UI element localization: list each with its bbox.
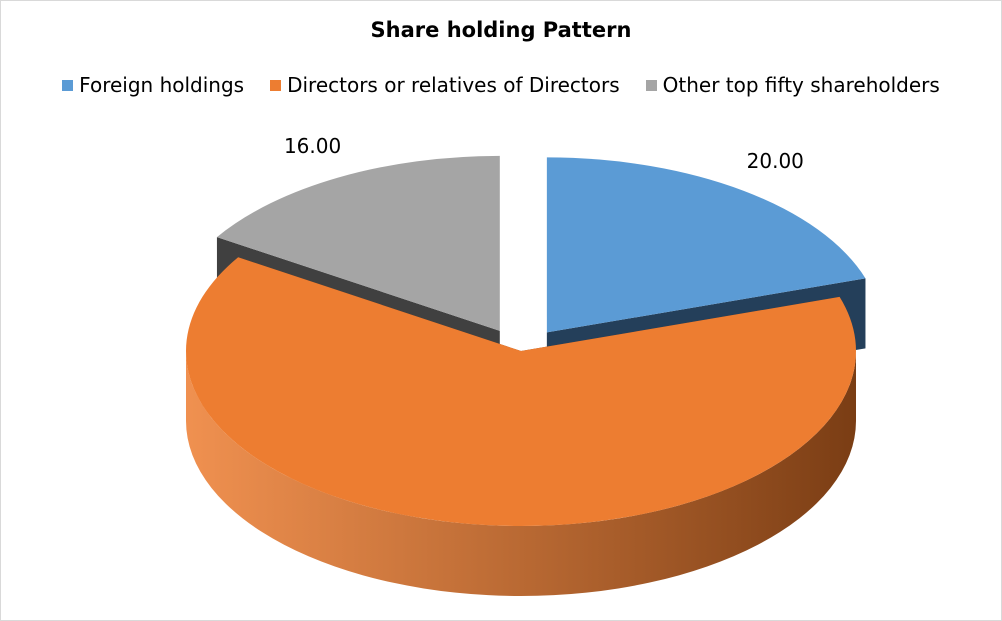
data-label-other-top-fifty-shareholders: 16.00 <box>284 134 341 158</box>
slice-top-foreign-holdings <box>546 157 866 333</box>
pie-tops <box>186 155 866 526</box>
legend-label-other-top-fifty: Other top fifty shareholders <box>662 73 940 97</box>
legend-label-foreign-holdings: Foreign holdings <box>79 73 245 97</box>
legend-item-directors: Directors or relatives of Directors <box>270 73 620 97</box>
legend-item-other-top-fifty: Other top fifty shareholders <box>645 73 940 97</box>
legend-item-foreign-holdings: Foreign holdings <box>62 73 244 97</box>
legend: Foreign holdings Directors or relatives … <box>1 73 1001 97</box>
chart-title: Share holding Pattern <box>370 18 632 42</box>
legend-swatch-foreign-holdings <box>62 79 74 91</box>
slice-top-other-top-fifty-shareholders <box>216 155 500 331</box>
data-label-foreign-holdings: 20.00 <box>747 149 804 173</box>
legend-swatch-other-top-fifty <box>645 79 657 91</box>
slice-top-directors-or-relatives-of-directors <box>186 257 857 526</box>
legend-swatch-directors <box>270 79 282 91</box>
slice-outer-wall-directors-or-relatives-of-directors <box>186 351 856 596</box>
legend-label-directors: Directors or relatives of Directors <box>287 73 620 97</box>
